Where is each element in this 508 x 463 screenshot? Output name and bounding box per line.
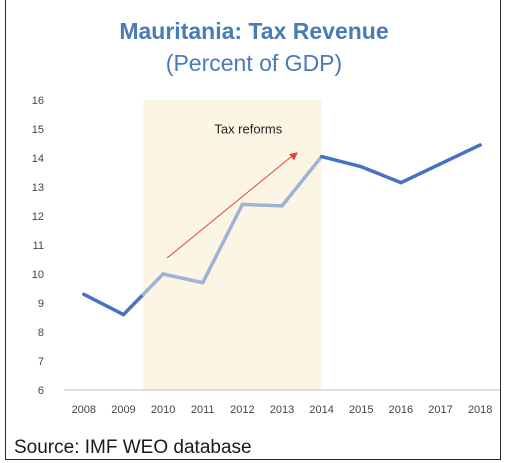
tax-reforms-shaded-region <box>143 100 322 390</box>
arrow-shaft <box>166 155 293 259</box>
x-tick-label: 2015 <box>349 404 373 416</box>
y-tick-label: 6 <box>38 385 44 397</box>
source-note: Source: IMF WEO database <box>14 437 252 458</box>
tax-reforms-arrow <box>166 152 298 259</box>
series-segment <box>319 154 364 169</box>
y-tick-label: 11 <box>33 240 44 252</box>
x-tick-label: 2014 <box>309 404 333 416</box>
series-segment <box>82 292 126 317</box>
y-tick-label: 14 <box>32 153 44 165</box>
chart-title: Mauritania: Tax Revenue <box>119 18 389 44</box>
arrow-head <box>289 152 298 161</box>
series-segment <box>399 162 443 185</box>
y-tick-label: 15 <box>32 124 44 136</box>
series-segment <box>240 202 284 208</box>
x-tick-label: 2018 <box>468 404 492 416</box>
y-tick-label: 9 <box>38 298 44 310</box>
x-tick-label: 2016 <box>389 404 413 416</box>
x-tick-label: 2013 <box>270 404 294 416</box>
series-segment <box>161 272 205 285</box>
chart-frame <box>5 0 501 460</box>
series-segment <box>359 164 403 185</box>
y-axis-ticks: 6 7 8 9 10 11 12 13 14 15 16 <box>32 95 44 397</box>
x-axis-ticks: 2008 2009 2010 2011 2012 2013 2014 2015 2016 2017… <box>72 404 493 416</box>
x-tick-label: 2011 <box>191 404 215 416</box>
y-tick-label: 10 <box>32 269 44 281</box>
y-tick-label: 16 <box>32 95 44 107</box>
chart-subtitle: (Percent of GDP) <box>165 50 343 76</box>
series-segment <box>121 292 146 317</box>
x-tick-label: 2009 <box>111 404 135 416</box>
tax-reforms-label: Tax reforms <box>214 121 282 136</box>
series-segment <box>141 272 165 297</box>
x-tick-label: 2010 <box>151 404 175 416</box>
series-segment <box>200 202 245 285</box>
y-tick-label: 7 <box>38 356 44 368</box>
series-segment <box>280 154 324 208</box>
x-tick-label: 2012 <box>230 404 254 416</box>
y-tick-label: 12 <box>32 211 44 223</box>
x-tick-label: 2017 <box>428 404 452 416</box>
y-tick-label: 8 <box>38 327 44 339</box>
series-segment <box>438 143 482 166</box>
series-lines <box>82 143 482 317</box>
y-tick-label: 13 <box>32 182 44 194</box>
x-tick-label: 2008 <box>72 404 96 416</box>
